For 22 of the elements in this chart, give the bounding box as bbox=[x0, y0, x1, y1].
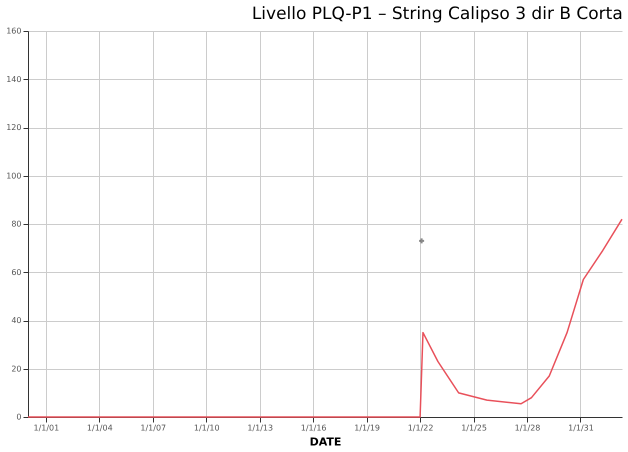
x-tick-label: 1/1/19 bbox=[354, 424, 380, 432]
y-tick-label: 100 bbox=[6, 171, 22, 180]
x-axis-title: DATE bbox=[310, 436, 342, 448]
x-tick-label: 1/1/13 bbox=[247, 424, 274, 432]
x-tick-label: 1/1/04 bbox=[86, 424, 113, 432]
y-tick-label: 120 bbox=[6, 123, 22, 132]
y-tick-label: 60 bbox=[11, 268, 22, 277]
y-tick-label: 80 bbox=[11, 220, 22, 228]
x-tick-label: 1/1/25 bbox=[461, 424, 487, 432]
y-tick-label: 40 bbox=[11, 316, 22, 325]
x-tick-label: 1/1/01 bbox=[33, 424, 60, 432]
y-tick-label: 20 bbox=[11, 364, 22, 374]
x-tick-label: 1/1/31 bbox=[568, 424, 594, 432]
x-tick-label: 1/1/16 bbox=[300, 424, 327, 432]
x-tick-label: 1/1/07 bbox=[140, 424, 166, 432]
y-tick-label: 140 bbox=[6, 74, 22, 84]
y-tick-label: 0 bbox=[16, 412, 22, 422]
x-tick-label: 1/1/22 bbox=[408, 424, 434, 432]
x-tick-label: 1/1/28 bbox=[514, 424, 540, 432]
x-tick-label: 1/1/10 bbox=[194, 424, 220, 432]
y-tick-label: 160 bbox=[6, 26, 22, 36]
chart-title: Livello PLQ-P1 – String Calipso 3 dir B Corta bbox=[252, 4, 623, 24]
